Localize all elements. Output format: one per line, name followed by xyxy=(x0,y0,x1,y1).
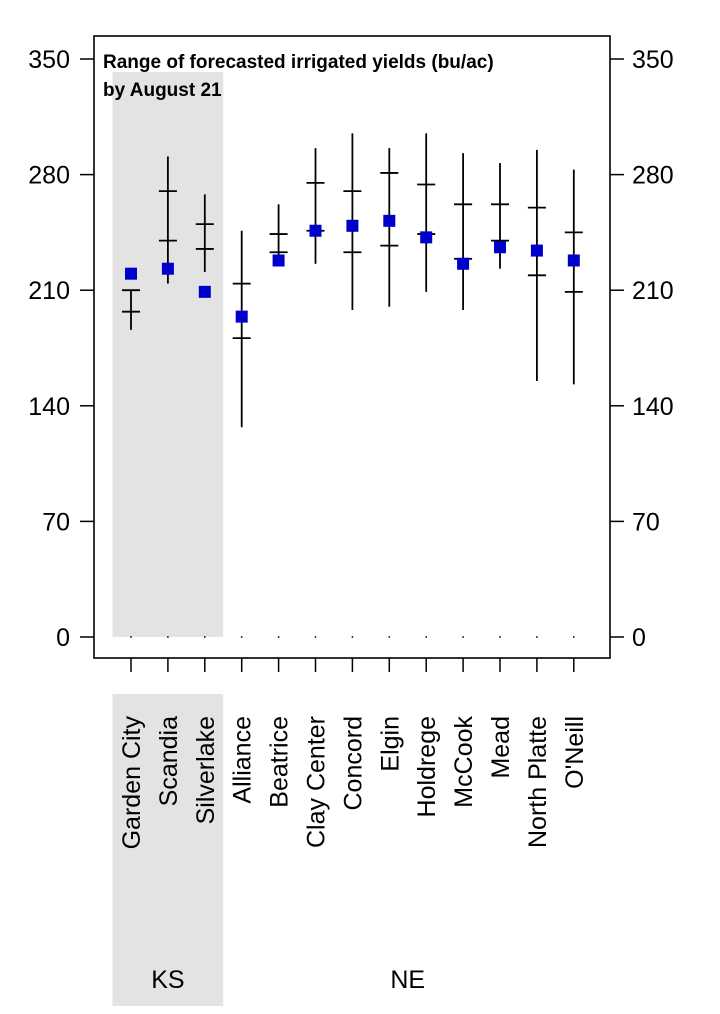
group-label: KS xyxy=(151,966,184,994)
category-label: Holdrege xyxy=(413,716,441,817)
data-point xyxy=(420,231,433,244)
zero-dot xyxy=(462,636,464,638)
category-label: Scandia xyxy=(155,716,183,806)
axes-layer: 0 0 70 70 140 140 210 210 280 280 350 350 xyxy=(28,46,674,672)
data-point xyxy=(125,267,137,280)
zero-dot xyxy=(130,636,132,638)
data-point xyxy=(198,285,211,298)
zero-dot xyxy=(572,636,575,638)
y-tick-label-right: 140 xyxy=(632,393,674,421)
marks-layer xyxy=(122,133,583,638)
category-label: O'Neill xyxy=(561,716,589,789)
category-label: Elgin xyxy=(376,716,404,772)
category-label: Clay Center xyxy=(303,716,331,848)
y-tick-label-left: 140 xyxy=(28,393,70,421)
y-tick-label-left: 210 xyxy=(28,277,70,305)
category-labels-layer: KS NE Garden City Scandia Silverlake Alliance… xyxy=(118,716,589,994)
category-label: Mead xyxy=(487,716,515,779)
group-label: NE xyxy=(390,966,425,994)
chart-title-line-1: Range of forecasted irrigated yields (bu… xyxy=(103,52,494,73)
zero-dot xyxy=(425,636,428,638)
zero-dot xyxy=(351,636,354,638)
data-point xyxy=(235,310,248,323)
category-label: Beatrice xyxy=(266,716,294,808)
y-tick-label-right: 280 xyxy=(632,162,674,190)
zero-dot xyxy=(240,636,243,638)
group-shade-labels xyxy=(112,694,224,1006)
zero-dot xyxy=(314,636,317,638)
category-label: Silverlake xyxy=(192,716,220,824)
y-tick-label-right: 70 xyxy=(632,508,660,536)
data-point xyxy=(161,262,174,275)
y-tick-label-right: 350 xyxy=(632,46,674,74)
y-tick-label-right: 210 xyxy=(632,277,674,305)
zero-dot xyxy=(499,636,501,638)
data-point xyxy=(457,257,470,270)
data-point xyxy=(494,241,506,254)
y-tick-label-left: 0 xyxy=(56,624,70,652)
zero-dot xyxy=(277,636,280,638)
y-tick-label-left: 70 xyxy=(42,508,70,536)
category-label: McCook xyxy=(450,716,478,808)
y-tick-label-left: 350 xyxy=(28,46,70,74)
zero-dot xyxy=(203,636,206,638)
y-tick-label-right: 0 xyxy=(632,624,646,652)
data-point xyxy=(272,254,285,267)
y-tick-label-left: 280 xyxy=(28,162,70,190)
category-label: North Platte xyxy=(524,716,552,848)
data-point xyxy=(309,224,322,237)
data-point xyxy=(567,254,580,267)
zero-dot xyxy=(167,636,169,638)
data-point xyxy=(346,219,359,232)
chart-title-line-2: by August 21 xyxy=(103,80,222,101)
data-point xyxy=(530,244,543,257)
category-label: Garden City xyxy=(118,716,146,850)
category-label: Alliance xyxy=(229,716,257,804)
data-point xyxy=(383,214,396,227)
category-label: Concord xyxy=(339,716,367,811)
zero-dot xyxy=(536,636,538,638)
zero-dot xyxy=(388,636,391,638)
